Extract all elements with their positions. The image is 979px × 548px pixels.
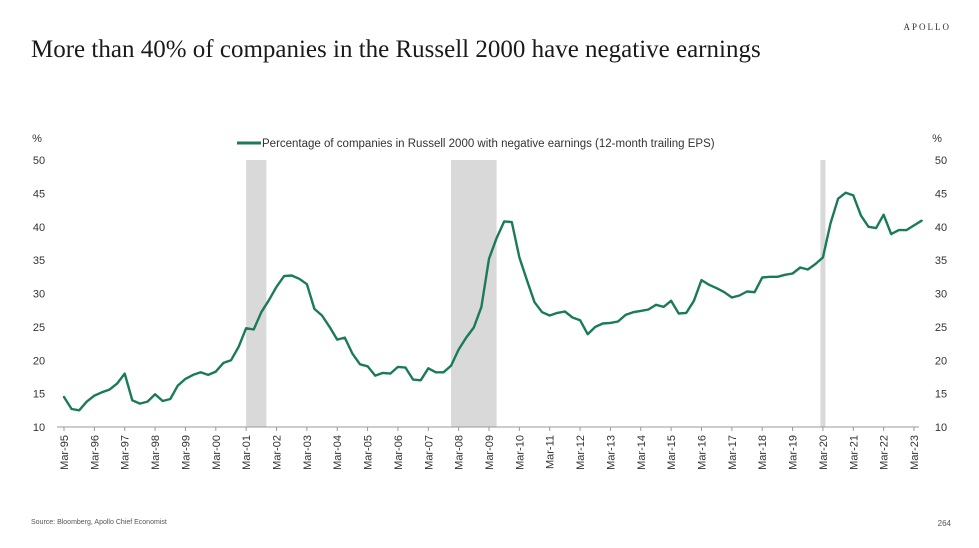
brand-logo: APOLLO bbox=[903, 22, 951, 32]
page-title: More than 40% of companies in the Russel… bbox=[31, 36, 761, 63]
source-note: Source: Bloomberg, Apollo Chief Economis… bbox=[31, 519, 167, 526]
y-tick-label-left: 50 bbox=[33, 155, 45, 167]
x-tick-label: Mar-12 bbox=[575, 435, 587, 470]
legend-label: Percentage of companies in Russell 2000 … bbox=[262, 138, 715, 150]
recession-shading bbox=[246, 160, 826, 427]
x-tick-label: Mar-10 bbox=[514, 435, 526, 470]
recession-band bbox=[820, 160, 826, 427]
x-tick-label: Mar-99 bbox=[180, 435, 192, 470]
x-tick-label: Mar-06 bbox=[393, 435, 405, 470]
y-tick-label-right: 50 bbox=[935, 155, 947, 167]
x-tick-label: Mar-09 bbox=[484, 435, 496, 470]
x-tick-label: Mar-07 bbox=[423, 435, 435, 470]
x-tick-label: Mar-22 bbox=[879, 435, 891, 470]
y-axis-right-unit: % bbox=[932, 133, 942, 145]
x-tick-label: Mar-21 bbox=[848, 435, 860, 470]
x-tick-label: Mar-98 bbox=[150, 435, 162, 470]
x-tick-label: Mar-97 bbox=[120, 435, 132, 470]
y-axis-left-unit: % bbox=[32, 133, 42, 145]
x-tick-label: Mar-18 bbox=[757, 435, 769, 470]
y-tick-label-right: 45 bbox=[935, 188, 947, 200]
x-tick-label: Mar-03 bbox=[302, 435, 314, 470]
y-tick-label-left: 10 bbox=[33, 422, 45, 434]
x-tick-label: Mar-01 bbox=[241, 435, 253, 470]
y-tick-label-left: 40 bbox=[33, 222, 45, 234]
y-tick-label-left: 25 bbox=[33, 322, 45, 334]
y-tick-label-right: 35 bbox=[935, 255, 947, 267]
x-tick-label: Mar-96 bbox=[89, 435, 101, 470]
y-tick-label-right: 10 bbox=[935, 422, 947, 434]
y-tick-label-right: 30 bbox=[935, 289, 947, 301]
x-tick-label: Mar-08 bbox=[454, 435, 466, 470]
y-tick-label-left: 45 bbox=[33, 188, 45, 200]
x-tick-label: Mar-14 bbox=[636, 435, 648, 470]
chart-legend: Percentage of companies in Russell 2000 … bbox=[237, 138, 715, 150]
page-number: 264 bbox=[937, 519, 951, 528]
y-tick-label-right: 20 bbox=[935, 355, 947, 367]
x-tick-label: Mar-17 bbox=[727, 435, 739, 470]
x-tick-label: Mar-15 bbox=[666, 435, 678, 470]
x-tick-label: Mar-04 bbox=[332, 435, 344, 470]
series-line bbox=[62, 191, 923, 412]
x-tick-label: Mar-19 bbox=[788, 435, 800, 470]
x-tick-label: Mar-00 bbox=[211, 435, 223, 470]
y-tick-label-right: 15 bbox=[935, 389, 947, 401]
x-tick-label: Mar-23 bbox=[909, 435, 921, 470]
x-tick-label: Mar-11 bbox=[545, 435, 557, 469]
series-layer bbox=[62, 191, 923, 412]
x-tick-label: Mar-13 bbox=[605, 435, 617, 470]
x-tick-label: Mar-20 bbox=[818, 435, 830, 470]
recession-band bbox=[246, 160, 267, 427]
y-tick-label-right: 40 bbox=[935, 222, 947, 234]
y-tick-label-left: 30 bbox=[33, 289, 45, 301]
y-tick-label-left: 35 bbox=[33, 255, 45, 267]
chart-axes: % % 10 10 15 15 20 20 25 25 30 30 35 35 40 40 45 45 50 50 Ma… bbox=[32, 133, 947, 470]
x-tick-label: Mar-16 bbox=[697, 435, 709, 470]
y-tick-label-right: 25 bbox=[935, 322, 947, 334]
recession-band bbox=[451, 160, 497, 427]
y-tick-label-left: 20 bbox=[33, 355, 45, 367]
y-tick-label-left: 15 bbox=[33, 389, 45, 401]
x-tick-label: Mar-02 bbox=[272, 435, 284, 470]
x-tick-label: Mar-95 bbox=[59, 435, 71, 470]
x-tick-label: Mar-05 bbox=[363, 435, 375, 470]
